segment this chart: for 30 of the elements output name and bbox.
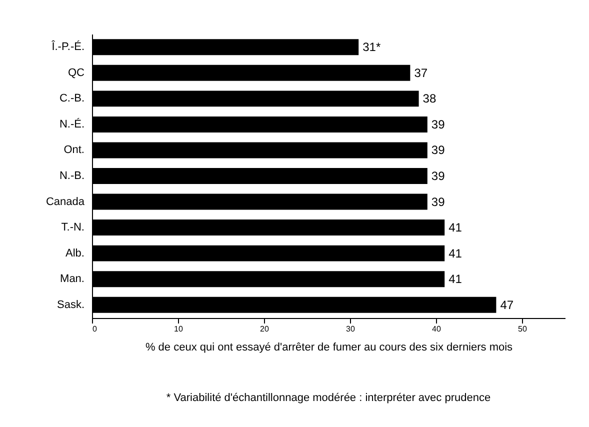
x-tick-label: 0 [92,324,98,334]
y-tick-label: Sask. [56,298,84,311]
y-tick-label: Man. [60,273,84,286]
x-tick-label: 20 [260,324,270,334]
data-label: 31* [362,40,381,54]
data-label: 39 [431,143,446,158]
y-tick-label: N.-É. [59,117,84,130]
y-tick-label: Alb. [66,247,84,260]
data-label: 38 [422,92,436,106]
y-tick-label: QC [68,66,85,79]
x-tick-label: 50 [518,324,528,334]
data-label: 37 [414,66,428,80]
y-tick-label: C.-B. [59,92,84,105]
data-label: 47 [500,298,514,312]
data-label: 41 [448,246,462,260]
data-label: 39 [431,117,446,132]
data-label: 39 [431,194,446,209]
y-tick-label: Canada [46,196,86,208]
data-label: 41 [448,220,462,235]
x-tick-label: 30 [346,324,356,334]
x-tick-label: 40 [432,324,442,334]
y-tick-label: Î.-P.-É. [50,40,84,54]
data-label: 41 [448,272,462,286]
x-axis-title: % de ceux qui ont essayé d'arrêter de fumer au cours des six derniers mois [145,342,514,354]
y-tick-label: Ont. [64,144,84,156]
text: * Variabilité d'échantillonnage modérée : interpréter avec prudence [166,392,491,404]
data-label: 39 [431,169,446,183]
y-tick-label: T.-N. [61,222,84,234]
x-tick-label: 10 [174,324,184,334]
y-tick-label: N.-B. [59,170,84,182]
